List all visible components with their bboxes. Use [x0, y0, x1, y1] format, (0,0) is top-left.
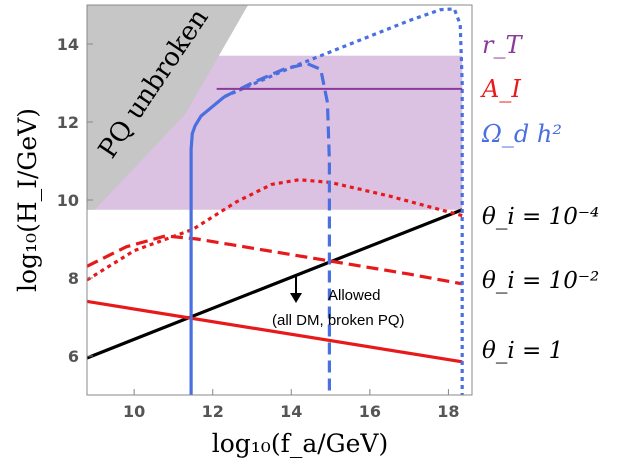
x-ticks: 10 12 14 16 18	[123, 389, 460, 421]
y-tick-label: 6	[68, 347, 79, 366]
x-tick-label: 16	[359, 402, 381, 421]
x-tick-label: 14	[280, 402, 302, 421]
legend-rT: r_T	[482, 31, 523, 59]
legend-AI: A_I	[480, 75, 521, 103]
x-tick-label: 18	[437, 402, 459, 421]
x-tick-label: 10	[123, 402, 145, 421]
series-omega_theta1e-2	[223, 61, 331, 395]
y-tick-label: 12	[57, 113, 79, 132]
series-AI_theta1	[87, 299, 463, 364]
pq-unbroken-region	[87, 5, 249, 210]
series-layer	[87, 7, 464, 395]
x-axis-label: log₁₀(f_a/GeV)	[212, 429, 389, 458]
legend-omega: Ω_d h²	[481, 120, 562, 148]
series-omega_theta1e-4	[223, 7, 464, 395]
legend-theta-1: θ_i = 1	[482, 338, 563, 364]
y-axis-label: log₁₀(H_I/GeV)	[13, 108, 42, 292]
allowed-label: Allowed	[328, 287, 381, 304]
legend-theta-1e-2: θ_i = 10⁻²	[482, 268, 599, 294]
y-tick-label: 8	[68, 269, 79, 288]
series-AI_theta1e-4	[87, 178, 463, 282]
y-ticks: 6 8 10 12 14	[57, 35, 93, 366]
series-AI_theta1e-2	[87, 234, 463, 286]
series-omega_theta1	[189, 95, 226, 395]
series-theta_1	[87, 208, 463, 360]
legend-theta-1e-4: θ_i = 10⁻⁴	[482, 204, 599, 230]
y-tick-label: 10	[57, 191, 79, 210]
x-tick-label: 12	[202, 402, 224, 421]
y-tick-label: 14	[57, 35, 79, 54]
allowed-sublabel: (all DM, broken PQ)	[272, 312, 405, 329]
allowed-arrow-icon	[290, 293, 302, 303]
